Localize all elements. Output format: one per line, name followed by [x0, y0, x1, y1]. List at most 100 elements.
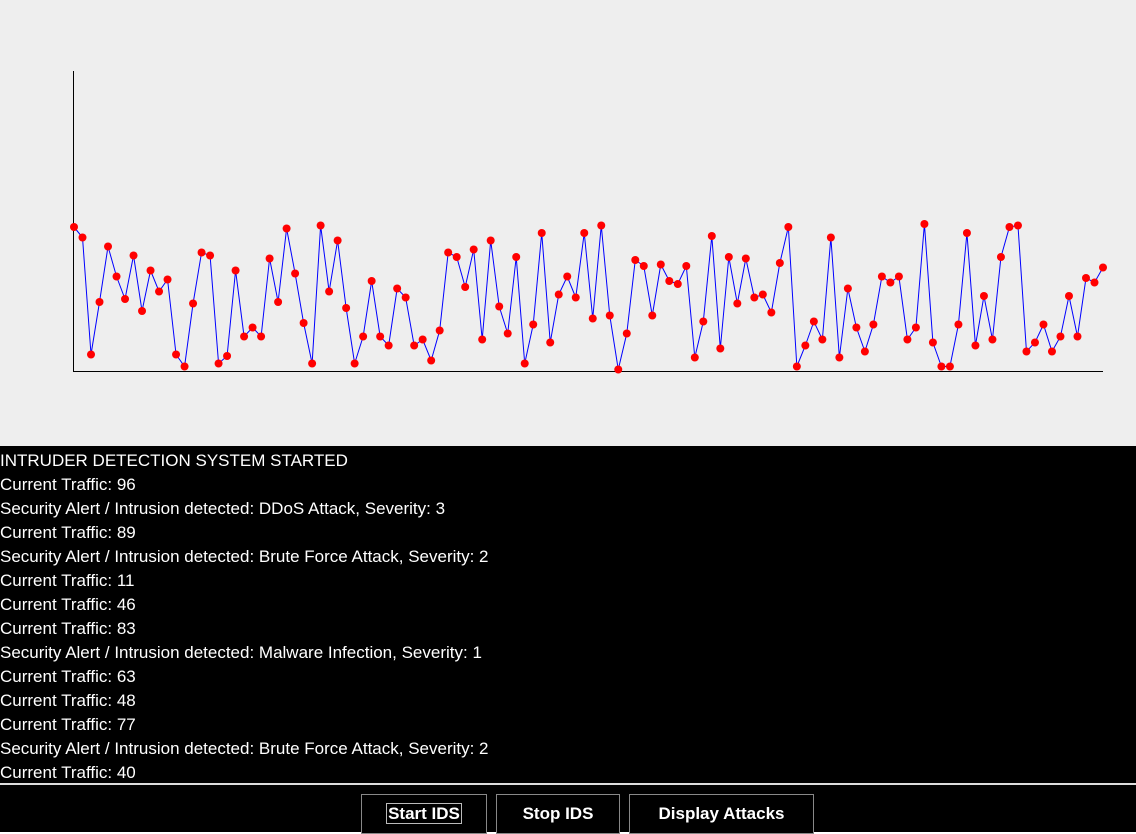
- data-point: [410, 341, 419, 350]
- data-point: [716, 344, 725, 353]
- data-point: [962, 229, 971, 237]
- data-point: [376, 332, 385, 341]
- data-point: [384, 341, 393, 350]
- log-line: Security Alert / Intrusion detected: Bru…: [0, 739, 489, 758]
- data-point: [274, 298, 283, 306]
- log-line: Current Traffic: 83: [0, 619, 136, 638]
- data-point: [682, 262, 691, 270]
- data-point: [104, 242, 113, 251]
- button[interactable]: Display Attacks: [629, 794, 814, 834]
- data-point: [886, 278, 895, 287]
- data-point: [622, 329, 631, 338]
- data-point: [537, 229, 546, 237]
- data-point: [121, 295, 130, 303]
- data-point: [767, 308, 776, 317]
- data-point: [707, 232, 716, 240]
- separator: [0, 783, 1136, 785]
- data-point: [690, 353, 699, 362]
- data-point: [614, 365, 623, 374]
- data-point: [427, 356, 436, 365]
- button-label: Display Attacks: [658, 804, 785, 823]
- data-point: [206, 251, 215, 260]
- data-point: [792, 362, 801, 371]
- data-point: [486, 236, 495, 245]
- data-point: [87, 350, 96, 359]
- data-point: [418, 335, 427, 344]
- data-point: [954, 320, 963, 329]
- data-point: [818, 335, 827, 344]
- data-point: [571, 293, 580, 302]
- log-line: INTRUDER DETECTION SYSTEM STARTED: [0, 451, 348, 470]
- data-point: [78, 233, 87, 242]
- data-point: [971, 341, 980, 350]
- data-point: [945, 362, 954, 371]
- data-point: [580, 229, 589, 237]
- data-point: [1056, 332, 1065, 341]
- data-point: [529, 320, 538, 329]
- data-point: [231, 266, 240, 275]
- data-point: [563, 272, 572, 281]
- data-point: [444, 248, 453, 257]
- log-line: Current Traffic: 46: [0, 595, 136, 614]
- data-point: [665, 277, 674, 285]
- data-point: [138, 307, 147, 315]
- data-point: [214, 359, 223, 368]
- data-point: [750, 293, 759, 302]
- data-point: [172, 350, 181, 359]
- data-point: [673, 280, 682, 288]
- button-bar: Start IDS Stop IDS Display Attacks: [0, 785, 1136, 834]
- data-point: [775, 259, 784, 267]
- data-point: [979, 292, 988, 300]
- data-point: [308, 359, 317, 368]
- data-point: [512, 253, 521, 261]
- data-point: [1030, 338, 1039, 347]
- data-point: [843, 284, 852, 293]
- data-point: [503, 329, 512, 338]
- data-point: [291, 269, 300, 278]
- data-point: [826, 233, 835, 242]
- data-point: [860, 347, 869, 356]
- data-point: [894, 272, 903, 281]
- data-point: [1013, 221, 1022, 230]
- button[interactable]: Stop IDS: [496, 794, 620, 834]
- data-point: [835, 353, 844, 362]
- data-point: [724, 253, 733, 261]
- data-point: [401, 293, 410, 302]
- data-point: [928, 338, 937, 347]
- data-point: [903, 335, 912, 344]
- data-point: [435, 326, 444, 335]
- data-point: [784, 223, 793, 231]
- data-point: [741, 254, 750, 263]
- data-point: [911, 323, 920, 332]
- data-point: [605, 311, 614, 320]
- log-line: Current Traffic: 77: [0, 715, 136, 734]
- log-line: Current Traffic: 11: [0, 571, 135, 590]
- data-point: [146, 266, 155, 275]
- log-area: INTRUDER DETECTION SYSTEM STARTED Current…: [0, 446, 1136, 783]
- data-point: [1090, 278, 1099, 287]
- data-point: [758, 290, 767, 299]
- data-point: [257, 332, 266, 341]
- data-point: [112, 272, 121, 281]
- data-point: [367, 277, 376, 285]
- data-point: [1064, 292, 1073, 300]
- log-line: Current Traffic: 48: [0, 691, 136, 710]
- data-point: [588, 314, 597, 323]
- button[interactable]: Start IDS: [361, 794, 487, 834]
- data-point: [1081, 274, 1090, 282]
- log-line: Security Alert / Intrusion detected: Bru…: [0, 547, 489, 566]
- data-point: [299, 319, 308, 327]
- chart: [70, 71, 1107, 374]
- data-point: [189, 299, 198, 308]
- data-point: [333, 236, 342, 245]
- data-point: [996, 253, 1005, 261]
- data-point: [325, 287, 334, 296]
- data-point: [359, 332, 368, 341]
- data-point: [342, 304, 351, 312]
- data-point: [461, 283, 470, 291]
- data-point: [988, 335, 997, 344]
- traffic-line: [73, 223, 1104, 370]
- data-point: [656, 260, 665, 269]
- data-point: [852, 323, 861, 332]
